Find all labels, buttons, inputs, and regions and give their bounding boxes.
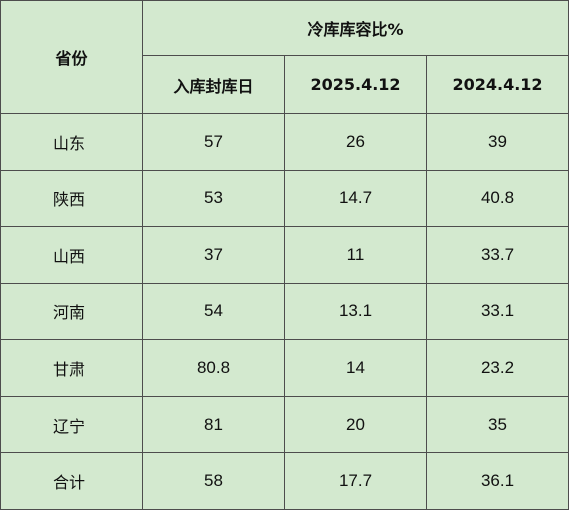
value-cell: 17.7 [284,452,427,510]
province-cell: 合计 [0,452,143,510]
province-cell: 辽宁 [0,395,143,454]
value-cell: 35 [425,395,569,454]
value-cell: 40.8 [425,169,569,228]
table-row: 山东 57 26 39 [0,113,569,171]
header-column: 2024.4.12 [425,55,569,114]
value-cell: 14 [284,339,427,397]
table-row-total: 合计 58 17.7 36.1 [0,452,569,510]
value-cell: 11 [284,226,427,284]
province-cell: 陕西 [0,169,143,228]
header-row-2: 入库封库日 2025.4.12 2024.4.12 [1,55,569,114]
value-cell: 36.1 [425,452,569,510]
table-row: 山西 37 11 33.7 [0,226,569,284]
value-cell: 53 [142,169,285,228]
value-cell: 58 [142,452,285,510]
value-cell: 39 [425,113,569,171]
table-row: 河南 54 13.1 33.1 [0,282,569,341]
value-cell: 26 [284,113,427,171]
value-cell: 13.1 [284,282,427,341]
province-cell: 甘肃 [0,339,143,397]
value-cell: 23.2 [425,339,569,397]
value-cell: 54 [142,282,285,341]
header-province: 省份 [0,0,143,114]
province-cell: 山西 [0,226,143,284]
header-column: 入库封库日 [142,55,285,114]
table-row: 辽宁 81 20 35 [0,395,569,454]
value-cell: 80.8 [142,339,285,397]
value-cell: 33.7 [425,226,569,284]
value-cell: 20 [284,395,427,454]
province-cell: 山东 [0,113,143,171]
value-cell: 57 [142,113,285,171]
header-row-1: 省份 冷库库容比% [0,0,569,114]
value-cell: 33.1 [425,282,569,341]
province-cell: 河南 [0,282,143,341]
header-group-ratio: 冷库库容比% [141,0,569,56]
value-cell: 37 [142,226,285,284]
value-cell: 81 [142,395,285,454]
table-row: 甘肃 80.8 14 23.2 [0,339,569,397]
header-column: 2025.4.12 [284,55,427,114]
value-cell: 14.7 [284,169,427,228]
table-row: 陕西 53 14.7 40.8 [0,169,569,228]
